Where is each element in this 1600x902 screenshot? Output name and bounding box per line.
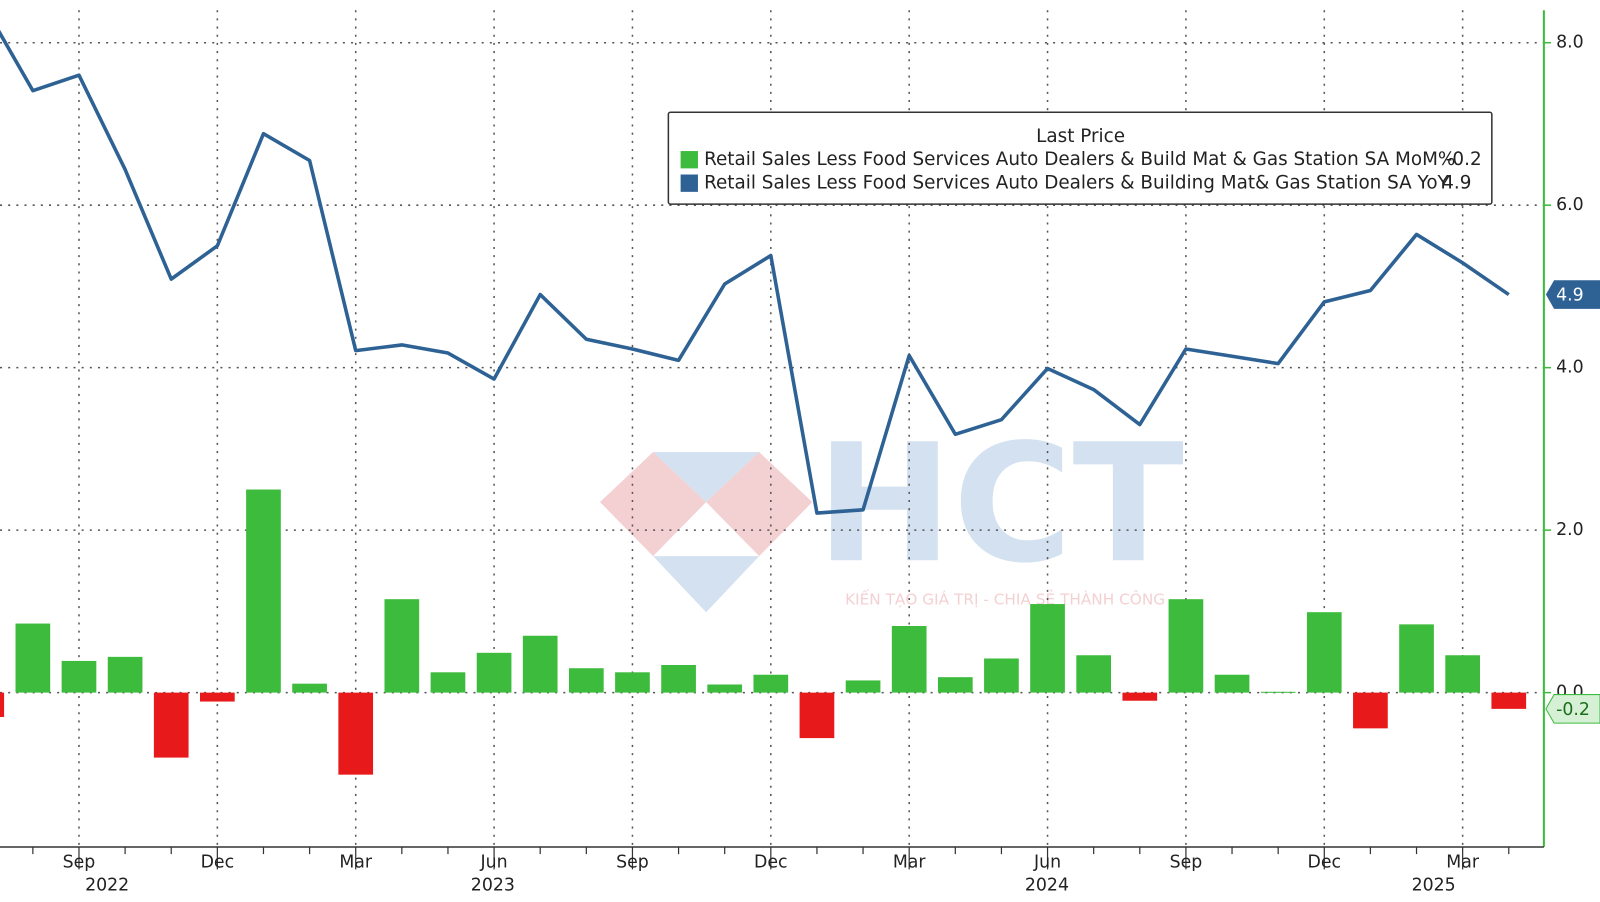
legend-label: Retail Sales Less Food Services Auto Dea… — [704, 173, 1449, 194]
x-tick-label: Sep — [1170, 852, 1203, 872]
bar — [1030, 604, 1065, 693]
bar — [1353, 692, 1388, 729]
y-tick-label: 6.0 — [1556, 195, 1584, 215]
x-year-label: 2024 — [1025, 876, 1069, 896]
bar — [1168, 599, 1204, 693]
bar — [200, 692, 235, 702]
y-tick-label: 4.0 — [1556, 358, 1584, 378]
logo-shape — [653, 556, 760, 613]
bar — [1445, 655, 1480, 693]
bar — [153, 692, 189, 758]
legend-value: 4.9 — [1442, 173, 1471, 194]
bar — [937, 677, 973, 693]
x-tick-label: Mar — [1446, 852, 1480, 872]
legend-title: Last Price — [1036, 126, 1125, 147]
last-value-label: -0.2 — [1556, 700, 1590, 720]
bar — [1076, 655, 1112, 693]
bar — [1306, 612, 1342, 693]
legend-box — [667, 111, 1493, 205]
x-tick-label: Dec — [754, 852, 788, 872]
x-tick-label: Mar — [893, 852, 927, 872]
bar — [615, 672, 650, 693]
watermark: HCT KIẾN TẠO GIÁ TRỊ - CHIA SẺ THÀNH CÔN… — [600, 408, 1184, 613]
bar — [107, 656, 143, 693]
bar — [661, 664, 696, 693]
x-tick-label: Dec — [1308, 852, 1342, 872]
legend: Last Price Retail Sales Less Food Servic… — [667, 111, 1493, 205]
logo-shape — [600, 452, 707, 557]
line — [0, 29, 1510, 515]
last-value-label: 4.9 — [1556, 286, 1584, 306]
bar — [753, 674, 789, 693]
watermark-logo: HCT — [816, 408, 1184, 599]
legend-swatch — [680, 151, 698, 169]
x-tick-label: Sep — [616, 852, 649, 872]
bar — [61, 660, 97, 693]
bar — [1214, 674, 1250, 693]
bar — [1399, 624, 1434, 693]
logo-shape — [653, 452, 760, 503]
x-year-label: 2023 — [471, 876, 515, 896]
x-year-label: 2022 — [85, 876, 129, 896]
x-year-label: 2025 — [1412, 876, 1456, 896]
last-value-tag — [1545, 694, 1600, 724]
bar — [0, 692, 5, 717]
plot-area — [0, 29, 1527, 775]
x-tick-label: Dec — [201, 852, 235, 872]
x-tick-label: Jun — [480, 852, 508, 872]
bar — [845, 680, 881, 693]
y-tick-label: 2.0 — [1556, 520, 1584, 540]
bar — [338, 692, 374, 775]
bar — [568, 668, 604, 693]
bar — [15, 623, 51, 693]
bar — [1260, 691, 1296, 693]
bar — [476, 652, 512, 693]
bar — [246, 489, 281, 693]
watermark-slogan: KIẾN TẠO GIÁ TRỊ - CHIA SẺ THÀNH CÔNG — [845, 588, 1165, 609]
bar — [984, 658, 1019, 693]
legend-value: -0.2 — [1446, 149, 1482, 170]
bar — [430, 672, 466, 693]
bar — [891, 625, 927, 693]
x-tick-label: Jun — [1033, 852, 1061, 872]
bar — [707, 684, 743, 693]
last-value-tag — [1545, 280, 1600, 309]
bar — [1122, 692, 1158, 701]
legend-label: Retail Sales Less Food Services Auto Dea… — [704, 149, 1455, 170]
bar — [799, 692, 835, 739]
x-tick-label: Mar — [339, 852, 373, 872]
bar — [384, 599, 420, 693]
legend-swatch — [680, 174, 698, 192]
logo-shape — [706, 452, 813, 557]
y-tick-label: 8.0 — [1556, 33, 1584, 53]
bar — [1491, 692, 1527, 709]
bar — [292, 683, 327, 693]
bar — [522, 635, 558, 693]
x-tick-label: Sep — [63, 852, 96, 872]
